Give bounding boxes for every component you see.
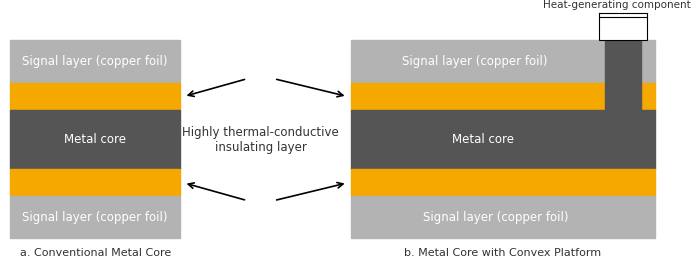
Text: b. Metal Core with Convex Platform: b. Metal Core with Convex Platform <box>404 248 601 258</box>
Text: Signal layer (copper foil): Signal layer (copper foil) <box>22 211 168 224</box>
Bar <box>351 110 654 169</box>
Bar <box>10 83 181 110</box>
Bar <box>351 196 654 238</box>
Text: Metal core: Metal core <box>452 133 514 146</box>
Bar <box>351 169 654 196</box>
Text: Signal layer (copper foil): Signal layer (copper foil) <box>424 211 569 224</box>
Bar <box>10 196 181 238</box>
Text: a. Conventional Metal Core: a. Conventional Metal Core <box>20 248 171 258</box>
Bar <box>351 83 654 110</box>
Text: Heat-generating component: Heat-generating component <box>542 0 690 10</box>
Text: Signal layer (copper foil): Signal layer (copper foil) <box>22 55 168 68</box>
Text: Signal layer (copper foil): Signal layer (copper foil) <box>402 55 547 68</box>
Bar <box>605 40 641 110</box>
Bar <box>10 110 181 169</box>
Text: Metal core: Metal core <box>64 133 126 146</box>
Bar <box>351 40 654 83</box>
Bar <box>598 17 648 40</box>
Bar <box>10 169 181 196</box>
Bar <box>10 40 181 83</box>
Text: Highly thermal-conductive
insulating layer: Highly thermal-conductive insulating lay… <box>182 126 339 154</box>
